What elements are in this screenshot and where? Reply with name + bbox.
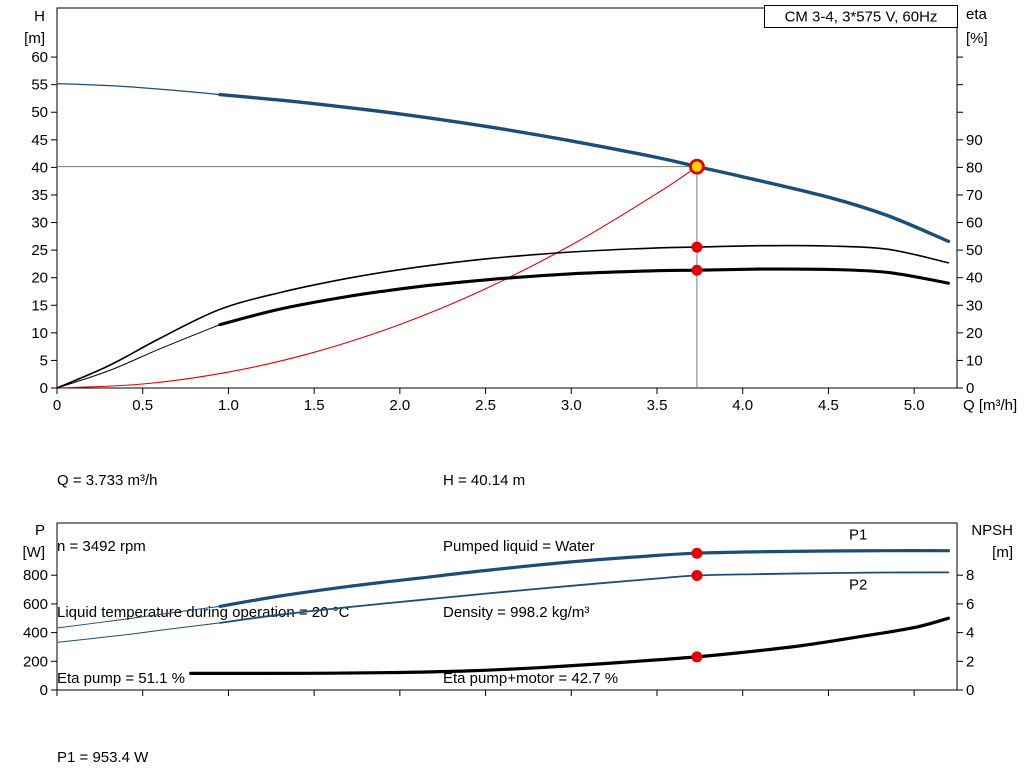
p1-point [691,547,703,559]
y-left-tick-label: 45 [31,132,48,149]
curve-p2 [219,571,950,624]
y-right-axis-title: eta [966,6,988,23]
x-tick-label: 3.5 [647,397,668,414]
y-right-tick-label: 70 [966,187,983,204]
y-left-tick-label: 40 [31,159,48,176]
y-left-tick-label: 600 [23,596,48,613]
x-tick-label: 1.5 [304,397,325,414]
y-left-tick-label: 15 [31,297,48,314]
info-line-h: H = 40.14 m [443,472,526,489]
curve-system-curve [56,166,698,389]
eta-pump-motor-point [691,264,703,276]
y-right-tick-label: 50 [966,242,983,259]
y-right-tick-label: 8 [966,567,974,584]
eta-pump-point [691,241,703,253]
info-line-n: n = 3492 rpm [57,538,146,555]
y-right-tick-label: 10 [966,352,983,369]
y-right-tick-label: 0 [966,380,974,397]
x-tick-label: 3.0 [561,397,582,414]
info-line-eta-pump-motor: Eta pump+motor = 42.7 % [443,670,619,687]
curve-p1 [218,549,950,608]
npsh-point [691,651,703,663]
x-tick-label: 2.0 [389,397,410,414]
curve-qh-lead [56,83,221,96]
y-left-tick-label: 35 [31,187,48,204]
info-line-liquid: Pumped liquid = Water [443,538,595,555]
y-left-tick-label: 25 [31,242,48,259]
y-left-tick-label: 55 [31,77,48,94]
y-left-axis-title: H [34,8,45,25]
curve-eta-pump [56,244,950,389]
chart-title-box [764,5,958,28]
plot-frame [56,7,958,389]
y-left-tick-label: 0 [40,682,48,699]
y-right-tick-label: 90 [966,132,983,149]
x-tick-label: 1.0 [218,397,239,414]
power-data-panel: P1 = 953.4 W P2 = 798.2 W NPSH = 2.31 m [57,703,162,781]
x-tick-label: 0 [53,397,61,414]
y-right-axis-title: [%] [966,30,988,47]
x-axis-title: Q [m³/h] [963,397,1017,414]
qh-eta-chart: 0 5 10 15 20 25 30 35 40 45 50 55 60 0 10 20 30 40 50 60 70 8… [24,5,1017,414]
y-right-tick-label: 6 [966,596,974,613]
x-tick-label: 5.0 [904,397,925,414]
y-right-tick-label: 20 [966,325,983,342]
y-left-axis-title: P [35,522,45,539]
x-tick-label: 0.5 [132,397,153,414]
curve-qh [218,92,951,243]
curve-label-p2: P2 [849,577,867,594]
y-left-tick-label: 200 [23,653,48,670]
y-right-axis-title: [m] [992,544,1013,561]
x-tick-label: 4.0 [732,397,753,414]
x-tick-label: 2.5 [475,397,496,414]
y-left-tick-label: 50 [31,104,48,121]
info-line-density: Density = 998.2 kg/m³ [443,604,590,621]
y-right-axis-title: NPSH [971,522,1013,539]
curve-label-p1: P1 [849,527,867,544]
x-tick-label: 4.5 [818,397,839,414]
y-left-tick-label: 5 [40,352,48,369]
y-left-axis-title: [m] [24,30,45,47]
y-left-tick-label: 10 [31,325,48,342]
curve-eta-pump-motor [218,267,950,327]
p2-point [691,569,703,581]
y-left-tick-label: 60 [31,49,48,66]
info-line-q: Q = 3.733 m³/h [57,472,158,489]
info-line-eta-pump: Eta pump = 51.1 % [57,670,185,687]
y-left-axis-title: [W] [23,544,46,561]
y-right-tick-label: 40 [966,270,983,287]
y-right-tick-label: 2 [966,653,974,670]
plot-frame [56,522,958,691]
y-left-tick-label: 400 [23,625,48,642]
y-right-tick-label: 4 [966,625,974,642]
chart-title: CM 3-4, 3*575 V, 60Hz [785,9,938,26]
info-line-p1: P1 = 953.4 W [57,749,149,766]
y-left-tick-label: 800 [23,567,48,584]
y-right-tick-label: 30 [966,297,983,314]
curve-npsh [189,616,950,675]
power-npsh-chart: 0 200 400 600 800 0 2 4 6 8 P1 P2 P [W] NPSH [m] [23,522,1014,699]
y-left-tick-label: 20 [31,270,48,287]
y-right-tick-label: 60 [966,215,983,232]
operating-data-right: H = 40.14 m Pumped liquid = Water Densit… [443,426,618,734]
y-right-tick-label: 80 [966,159,983,176]
y-left-tick-label: 0 [40,380,48,397]
duty-point [689,158,705,175]
y-left-tick-label: 30 [31,215,48,232]
curve-p2-lead [56,622,221,643]
curve-p1-lead [56,605,221,629]
y-right-tick-label: 0 [966,682,974,699]
curve-eta-pump-motor-lead [56,324,221,389]
